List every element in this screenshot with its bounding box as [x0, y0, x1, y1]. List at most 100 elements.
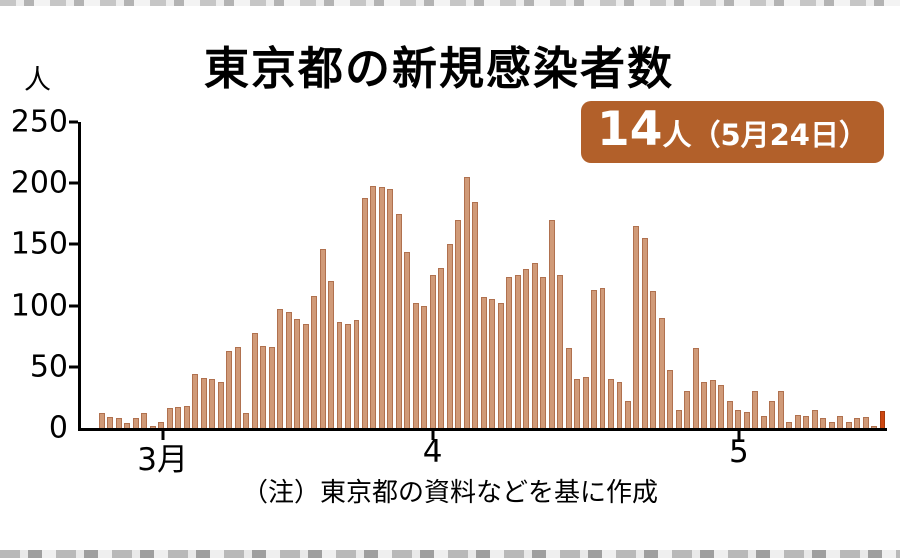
x-axis-tick [737, 431, 741, 440]
chart-bar [497, 303, 504, 428]
chart-bar [625, 401, 631, 428]
chart-bar [302, 323, 309, 428]
chart-bar [336, 321, 343, 428]
latest-value-date: 人（5月24日） [662, 118, 868, 152]
chart-bar [421, 305, 428, 428]
chart-bar [871, 425, 877, 428]
chart-bar [531, 262, 538, 428]
chart-bar [107, 416, 114, 428]
chart-bar [735, 409, 742, 428]
chart-bar [743, 412, 750, 428]
chart-bar [794, 414, 801, 428]
chart-bar [328, 281, 334, 428]
chart-bar [633, 226, 640, 428]
y-axis-tick-label: 150 [10, 226, 68, 262]
chart-bar [141, 413, 148, 428]
chart-bar [777, 391, 784, 428]
chart-bar [158, 421, 165, 428]
chart-bar [557, 275, 564, 428]
chart-bar [429, 275, 436, 428]
chart-bar [353, 320, 360, 428]
chart-bar [226, 350, 233, 428]
chart-bar [811, 409, 818, 428]
y-axis-tick [69, 242, 78, 246]
chart-bar [684, 391, 691, 428]
x-axis-tick [161, 431, 165, 440]
y-axis-tick [69, 181, 78, 185]
chart-bar [574, 379, 581, 428]
chart-bar [658, 317, 665, 428]
source-note: （注）東京都の資料などを基に作成 [241, 478, 658, 508]
chart-bar [166, 408, 173, 428]
chart-bar-highlight [879, 410, 886, 428]
chart-bar [311, 295, 318, 428]
chart-bar [692, 348, 699, 428]
chart-bar [828, 421, 835, 428]
chart-bar [124, 423, 131, 428]
chart-bar [650, 290, 657, 428]
chart-bar [277, 309, 284, 428]
latest-value: 14 [597, 102, 663, 157]
chart-bar [480, 297, 487, 428]
chart-bar [251, 332, 258, 428]
chart-bar [395, 213, 402, 428]
y-axis-unit-label: 人 [24, 65, 51, 96]
chart-bar [98, 413, 105, 428]
y-axis-tick-label: 100 [10, 288, 68, 324]
chart-bar [200, 377, 207, 428]
chart-bar [132, 418, 139, 428]
y-axis-tick-label: 0 [48, 410, 68, 446]
chart-bar [489, 299, 496, 428]
chart-bar [548, 219, 555, 428]
chart-bar [599, 288, 606, 428]
chart-bar [718, 385, 725, 428]
chart-bar [175, 407, 182, 428]
x-axis-month-label: 3月 [137, 442, 188, 478]
chart-bar [285, 311, 292, 428]
chart-bar [565, 348, 572, 428]
chart-bar [217, 381, 224, 428]
chart-bar [149, 425, 156, 428]
chart-bar [378, 186, 385, 428]
chart-bar [845, 421, 852, 428]
crop-artifact-top [0, 0, 900, 6]
chart-bar [854, 418, 861, 428]
y-axis-tick [69, 120, 78, 124]
plot-area [78, 122, 887, 431]
chart-bar [209, 379, 216, 428]
chart-bar [752, 391, 759, 428]
chart-bar [446, 244, 453, 428]
chart-bar [243, 413, 250, 428]
chart-bar [268, 347, 275, 428]
chart-bar [786, 421, 793, 428]
chart-bar [319, 249, 326, 428]
x-axis-month-label: 5 [729, 434, 749, 470]
chart-bar [820, 418, 827, 428]
chart-bar [701, 381, 708, 428]
chart-bar [192, 374, 199, 428]
chart-bar [455, 219, 462, 428]
chart-bar [412, 303, 419, 428]
y-axis-tick [69, 365, 78, 369]
chart-bar [523, 268, 530, 428]
chart-bar [608, 379, 614, 428]
chart-bar [837, 415, 844, 428]
chart-bar [260, 346, 267, 428]
crop-artifact-bottom [0, 550, 900, 558]
chart-bar [760, 415, 767, 428]
chart-title: 東京都の新規感染者数 [204, 42, 675, 95]
chart-bar [616, 381, 623, 428]
chart-bar [667, 370, 674, 428]
chart-bar [591, 289, 597, 428]
chart-bar [709, 380, 716, 428]
chart-bar [345, 323, 351, 428]
chart-bar [803, 415, 810, 428]
y-axis-tick-label: 250 [10, 104, 68, 140]
chart-bar [862, 416, 869, 428]
chart-bar [387, 189, 394, 428]
chart-bar [370, 185, 377, 428]
chart-bar [361, 197, 368, 428]
x-axis-tick [431, 431, 435, 440]
chart-bar [438, 267, 445, 428]
chart-bar [115, 418, 122, 428]
